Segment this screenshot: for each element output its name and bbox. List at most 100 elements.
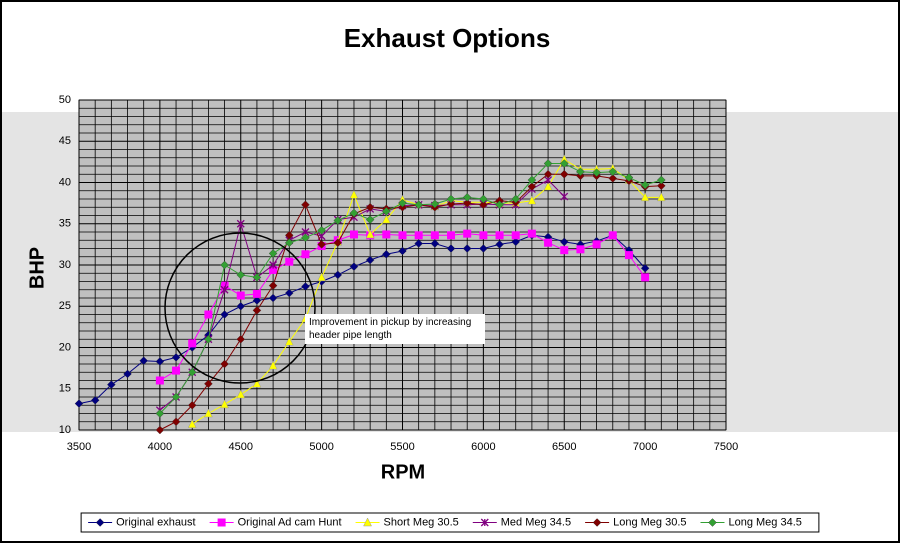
y-tick-label: 35 [59, 218, 71, 230]
marker [414, 231, 423, 240]
marker [527, 175, 537, 185]
marker [317, 240, 326, 249]
marker [301, 250, 310, 259]
x-tick-label: 6000 [471, 441, 495, 453]
marker [268, 360, 278, 370]
marker [301, 282, 310, 291]
marker [480, 518, 489, 527]
marker [559, 237, 569, 247]
marker [317, 226, 326, 235]
marker [446, 194, 456, 204]
marker [333, 238, 343, 248]
marker [446, 244, 456, 253]
marker [624, 173, 634, 182]
marker [188, 339, 197, 348]
marker [349, 230, 358, 239]
marker [495, 231, 504, 240]
marker [187, 419, 197, 428]
y-tick-label: 45 [59, 135, 71, 147]
marker [608, 174, 618, 183]
marker [285, 257, 294, 266]
marker [139, 356, 148, 365]
marker [204, 379, 213, 389]
marker [708, 518, 717, 527]
y-tick-label: 30 [59, 259, 71, 271]
marker [220, 359, 229, 369]
marker [268, 281, 278, 290]
marker [462, 193, 472, 202]
marker [527, 195, 537, 205]
marker [301, 233, 310, 243]
marker [414, 239, 423, 248]
x-axis-label: RPM [381, 461, 425, 483]
marker [252, 296, 262, 305]
marker [204, 310, 213, 319]
marker [217, 518, 226, 527]
marker [365, 215, 375, 224]
marker [95, 518, 105, 527]
marker [462, 198, 472, 208]
marker [220, 260, 229, 270]
marker [269, 261, 278, 269]
marker [268, 293, 278, 303]
marker [252, 273, 262, 282]
marker [333, 270, 343, 280]
legend-label: Short Meg 30.5 [384, 516, 459, 528]
x-tick-label: 4500 [229, 441, 253, 453]
marker [236, 389, 246, 399]
y-tick-label: 15 [59, 383, 71, 395]
marker [236, 291, 245, 300]
marker [592, 240, 601, 249]
y-tick-label: 50 [59, 94, 71, 106]
x-tick-label: 7500 [714, 441, 738, 453]
marker [463, 229, 472, 238]
annotation: Improvement in pickup by increasing head… [305, 314, 485, 344]
marker [495, 200, 504, 210]
marker [656, 192, 666, 202]
legend-label: Original exhaust [116, 516, 196, 528]
marker [479, 194, 488, 204]
marker [398, 246, 407, 256]
marker [365, 255, 375, 265]
legend-label: Long Meg 30.5 [613, 516, 686, 528]
marker [511, 237, 521, 247]
marker [155, 357, 165, 366]
x-tick-label: 3500 [67, 441, 91, 453]
marker [301, 200, 310, 210]
y-tick-label: 10 [59, 424, 71, 436]
marker [608, 167, 618, 177]
marker [560, 192, 569, 201]
marker [446, 199, 456, 209]
marker [657, 181, 666, 191]
marker [398, 231, 407, 240]
marker [560, 246, 569, 255]
marker [284, 336, 294, 346]
marker [171, 417, 181, 427]
marker [479, 244, 488, 253]
y-tick-label: 20 [59, 341, 71, 353]
marker [268, 249, 278, 258]
legend-label: Original Ad cam Hunt [238, 516, 342, 528]
marker [641, 273, 650, 282]
marker [527, 229, 536, 238]
marker [576, 245, 585, 254]
marker [90, 396, 100, 405]
marker [236, 270, 246, 280]
marker [382, 249, 391, 259]
marker [349, 262, 359, 271]
marker [592, 518, 602, 527]
marker [349, 189, 359, 199]
marker [640, 264, 650, 273]
marker [155, 376, 164, 385]
marker [284, 238, 294, 248]
marker [123, 369, 132, 379]
marker [495, 240, 504, 249]
plot-area: Improvement in pickup by increasing head… [74, 99, 727, 435]
marker [220, 285, 229, 294]
highlight-circle [164, 232, 316, 384]
marker [414, 200, 423, 210]
marker [544, 238, 553, 247]
